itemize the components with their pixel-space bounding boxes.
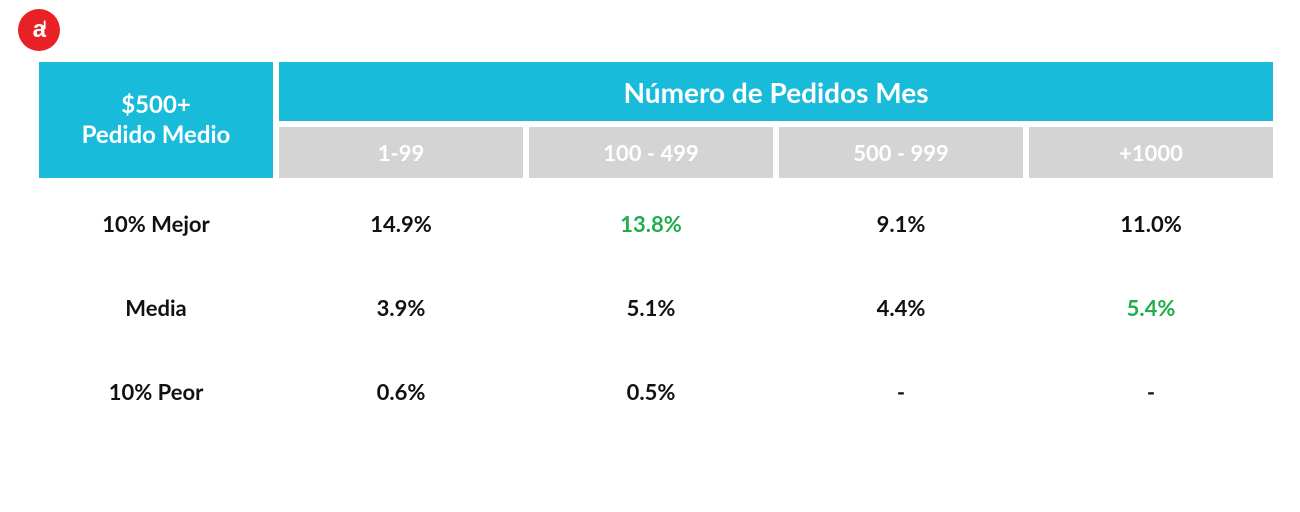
- row-label: 10% Peor: [39, 352, 273, 430]
- data-table: $500+ Pedido Medio Número de Pedidos Mes…: [33, 56, 1279, 436]
- brand-logo-sup: I: [43, 18, 45, 32]
- corner-header-line2: Pedido Medio: [39, 120, 273, 150]
- value-cell: 0.6%: [279, 352, 523, 430]
- corner-header-line1: $500+: [39, 90, 273, 120]
- value-cell: 4.4%: [779, 268, 1023, 346]
- main-title-header: Número de Pedidos Mes: [279, 62, 1273, 121]
- value-cell: 5.4%: [1029, 268, 1273, 346]
- value-cell: 3.9%: [279, 268, 523, 346]
- brand-logo: aI: [18, 9, 60, 51]
- row-label: Media: [39, 268, 273, 346]
- table-row: Media 3.9% 5.1% 4.4% 5.4%: [39, 268, 1273, 346]
- value-cell: 11.0%: [1029, 184, 1273, 262]
- table-row: 10% Mejor 14.9% 13.8% 9.1% 11.0%: [39, 184, 1273, 262]
- table-header-row-1: $500+ Pedido Medio Número de Pedidos Mes: [39, 62, 1273, 121]
- value-cell: -: [1029, 352, 1273, 430]
- column-header: 1-99: [279, 127, 523, 178]
- value-cell: 9.1%: [779, 184, 1023, 262]
- brand-logo-text: aI: [33, 18, 46, 42]
- table-row: 10% Peor 0.6% 0.5% - -: [39, 352, 1273, 430]
- row-label: 10% Mejor: [39, 184, 273, 262]
- column-header: +1000: [1029, 127, 1273, 178]
- value-cell: 14.9%: [279, 184, 523, 262]
- corner-header: $500+ Pedido Medio: [39, 62, 273, 178]
- value-cell: 0.5%: [529, 352, 773, 430]
- value-cell: -: [779, 352, 1023, 430]
- column-header: 500 - 999: [779, 127, 1023, 178]
- value-cell: 13.8%: [529, 184, 773, 262]
- data-table-container: $500+ Pedido Medio Número de Pedidos Mes…: [33, 56, 1269, 436]
- column-header: 100 - 499: [529, 127, 773, 178]
- value-cell: 5.1%: [529, 268, 773, 346]
